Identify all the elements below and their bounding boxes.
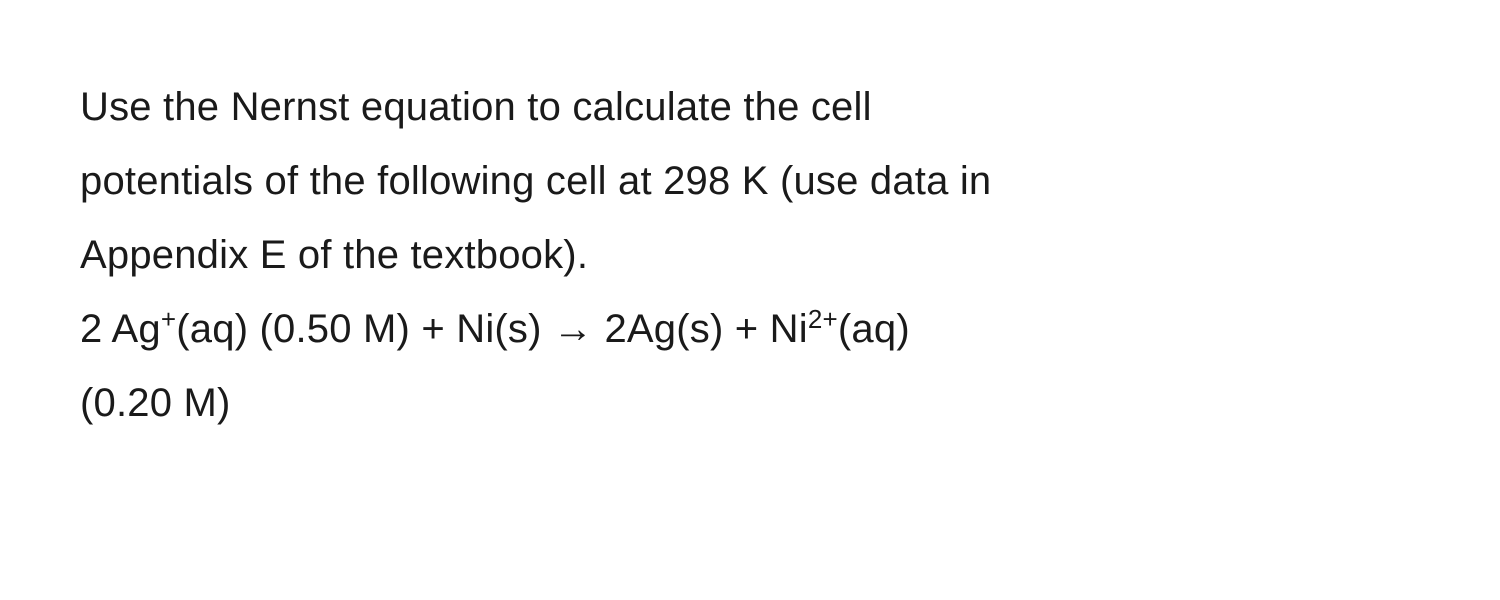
problem-container: Use the Nernst equation to calculate the… [0,0,1500,600]
eq-part-mid: (aq) (0.50 M) + Ni(s) → 2Ag(s) + Ni [176,307,808,351]
equation-line-1: 2 Ag+(aq) (0.50 M) + Ni(s) → 2Ag(s) + Ni… [80,292,1420,366]
equation-line-2: (0.20 M) [80,366,1420,440]
ag-charge-superscript: + [161,304,176,334]
eq-part-suffix: (aq) [838,307,910,351]
problem-text: Use the Nernst equation to calculate the… [80,70,1420,440]
text-line-2: potentials of the following cell at 298 … [80,144,1420,218]
eq-part-prefix: 2 Ag [80,307,161,351]
text-line-3: Appendix E of the textbook). [80,218,1420,292]
text-line-1: Use the Nernst equation to calculate the… [80,70,1420,144]
ni-charge-superscript: 2+ [808,304,838,334]
